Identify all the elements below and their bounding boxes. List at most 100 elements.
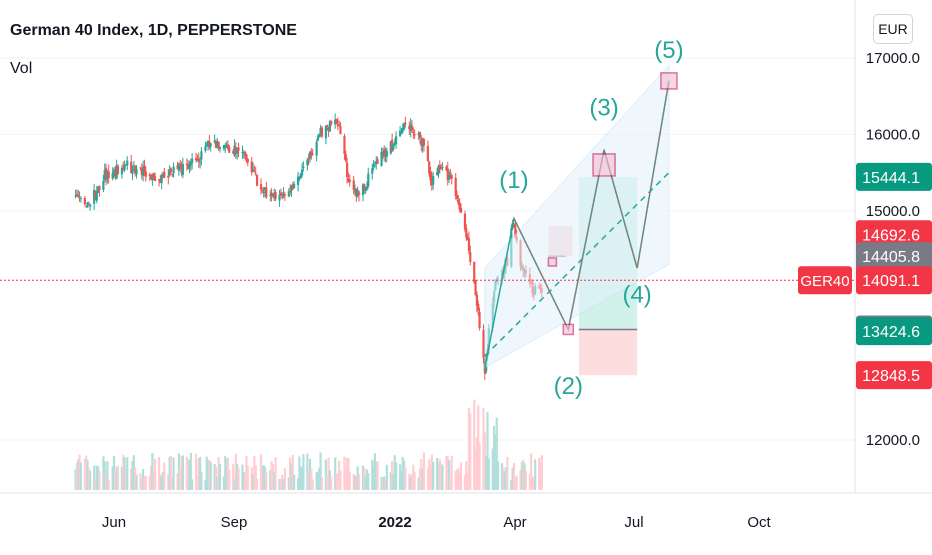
candle-body xyxy=(122,168,125,170)
candle-body xyxy=(160,175,163,183)
volume-bar xyxy=(234,453,237,490)
candle-body xyxy=(241,152,244,154)
volume-bar xyxy=(514,477,517,490)
candle-body xyxy=(380,151,383,166)
candle-body xyxy=(429,171,432,181)
chart-title: German 40 Index, 1D, PEPPERSTONE xyxy=(10,22,297,39)
volume-bar xyxy=(195,453,198,490)
candle-body xyxy=(274,192,277,199)
candle-body xyxy=(236,148,239,154)
volume-bar xyxy=(363,467,366,490)
candle-body xyxy=(177,163,180,172)
volume-bar xyxy=(373,453,377,490)
volume-bar xyxy=(176,473,179,490)
stop-price-label: 12848.5 xyxy=(862,368,920,385)
wave-label: (5) xyxy=(654,37,683,64)
candle-body xyxy=(180,164,183,174)
volume-bar xyxy=(511,467,514,490)
volume-bar xyxy=(328,470,331,490)
volume-bar xyxy=(83,458,86,490)
volume-bar xyxy=(494,434,497,490)
candle-body xyxy=(372,165,375,168)
candle-body xyxy=(259,184,263,190)
volume-bar xyxy=(222,476,226,490)
candle-body xyxy=(459,207,463,213)
volume-bar xyxy=(446,456,449,490)
candle-body xyxy=(226,144,230,149)
volume-bar xyxy=(135,474,138,490)
candle-body xyxy=(86,202,89,208)
candle-body xyxy=(261,190,264,192)
volume-bar xyxy=(528,473,531,490)
candle-body xyxy=(126,160,129,166)
candle-body xyxy=(373,163,377,165)
candle-body xyxy=(281,197,284,199)
candle-body xyxy=(179,165,182,167)
volume-bar xyxy=(428,459,431,490)
volume-bar xyxy=(168,456,171,490)
candle-body xyxy=(149,175,153,179)
target-marker xyxy=(547,257,558,267)
candle-body xyxy=(269,195,272,197)
volume-bar xyxy=(142,469,145,490)
candle-body xyxy=(142,167,145,176)
candle-body xyxy=(417,133,420,136)
candle-body xyxy=(135,168,138,175)
candle-body xyxy=(169,168,173,173)
volume-bar xyxy=(273,471,276,490)
volume-bar xyxy=(380,476,383,490)
volume-bar xyxy=(408,473,411,490)
candle-body xyxy=(152,172,155,178)
candle-body xyxy=(457,200,460,204)
candle-body xyxy=(426,145,429,161)
volume-bar xyxy=(307,471,310,490)
candle-body xyxy=(98,185,101,191)
level-price-label-bg xyxy=(856,242,932,271)
volume-bar xyxy=(198,457,202,490)
volume-bar xyxy=(393,455,396,490)
volume-bar xyxy=(130,468,133,490)
currency-button[interactable]: EUR xyxy=(873,14,913,44)
candle-body xyxy=(458,203,461,210)
candle-body xyxy=(441,166,444,168)
volume-bar xyxy=(356,466,359,490)
volume-bar xyxy=(420,459,423,490)
candle-body xyxy=(102,181,105,190)
volume-bar xyxy=(437,463,440,490)
volume-bar xyxy=(114,472,117,490)
wave-label: (2) xyxy=(554,373,583,400)
volume-bar xyxy=(343,456,346,490)
resistance-price-label: 14692.6 xyxy=(862,227,920,244)
candle-body xyxy=(324,126,328,139)
volume-bar xyxy=(131,460,134,490)
candle-body xyxy=(196,160,199,162)
volume-bar xyxy=(271,464,275,490)
candle-body xyxy=(395,136,398,145)
volume-bar xyxy=(208,460,211,490)
candle-body xyxy=(270,192,273,196)
candle-body xyxy=(352,180,355,191)
volume-bar xyxy=(485,456,488,490)
volume-bar xyxy=(250,467,253,490)
candle-body xyxy=(111,173,114,179)
price-axis: 17000.0 16000.0 15000.0 12000.0 xyxy=(866,50,920,449)
volume-bar xyxy=(236,464,239,490)
volume-bar xyxy=(246,465,249,490)
volume-bar xyxy=(347,458,350,490)
volume-bar xyxy=(107,479,110,490)
volume-bar xyxy=(185,456,188,490)
candle-body xyxy=(432,176,435,185)
candle-body xyxy=(477,303,480,311)
volume-bar xyxy=(371,459,374,490)
candle-body xyxy=(74,195,77,197)
volume-bar xyxy=(242,472,245,490)
volume-bar xyxy=(381,478,384,490)
volume-bar xyxy=(103,461,106,490)
candle-body xyxy=(347,178,350,182)
volume-bar xyxy=(206,459,210,490)
volume-bar xyxy=(339,470,342,490)
volume-bar xyxy=(319,452,322,490)
candle-body xyxy=(428,161,431,174)
